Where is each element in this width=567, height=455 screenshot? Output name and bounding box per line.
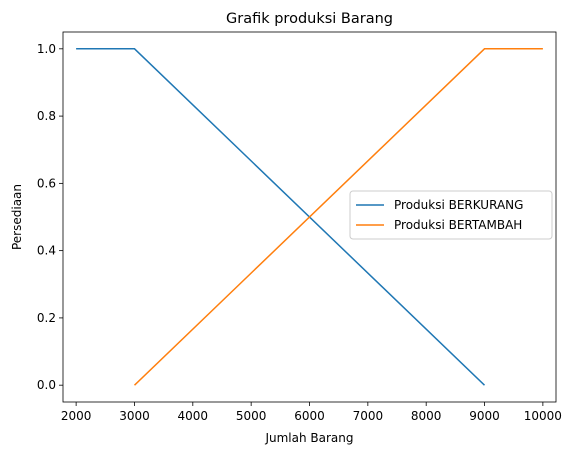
chart-title: Grafik produksi Barang	[226, 11, 393, 27]
y-tick-label: 0.8	[37, 109, 56, 123]
y-tick-label: 1.0	[37, 42, 56, 56]
y-tick-label: 0.4	[37, 244, 56, 258]
y-axis-ticks: 0.0 0.2 0.4 0.6 0.8 1.0	[37, 42, 63, 392]
x-axis-label: Jumlah Barang	[264, 431, 353, 445]
legend: Produksi BERKURANG Produksi BERTAMBAH	[349, 190, 553, 240]
legend-box	[349, 190, 553, 240]
legend-label: Produksi BERKURANG	[394, 198, 523, 212]
x-tick-label: 7000	[353, 409, 384, 423]
legend-label: Produksi BERTAMBAH	[394, 218, 522, 232]
x-tick-label: 10000	[524, 409, 562, 423]
x-tick-label: 2000	[61, 409, 92, 423]
x-tick-label: 6000	[294, 409, 325, 423]
y-tick-label: 0.6	[37, 176, 56, 190]
series-line-2	[133, 48, 543, 386]
y-tick-label: 0.2	[37, 311, 56, 325]
x-tick-label: 4000	[178, 409, 209, 423]
y-axis-label: Persediaan	[10, 184, 24, 250]
y-tick-label: 0.0	[37, 378, 56, 392]
x-tick-label: 9000	[469, 409, 500, 423]
x-tick-label: 5000	[236, 409, 267, 423]
x-tick-label: 3000	[119, 409, 150, 423]
series-line-1	[76, 48, 486, 386]
x-tick-label: 8000	[411, 409, 442, 423]
plot-lines	[76, 48, 543, 386]
x-axis-ticks: 2000 3000 4000 5000 6000 7000 8000 9000 10000	[61, 402, 562, 423]
plot-frame	[62, 31, 557, 403]
